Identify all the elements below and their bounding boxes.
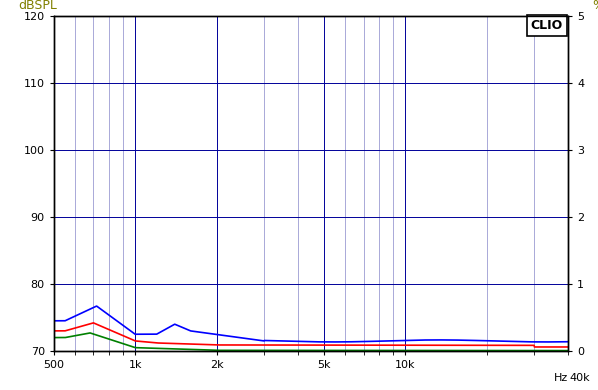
Text: CLIO: CLIO — [530, 19, 563, 32]
Text: dBSPL: dBSPL — [18, 0, 57, 12]
Text: %: % — [592, 0, 598, 12]
Text: Hz: Hz — [554, 373, 568, 383]
Text: 40k: 40k — [569, 373, 590, 383]
